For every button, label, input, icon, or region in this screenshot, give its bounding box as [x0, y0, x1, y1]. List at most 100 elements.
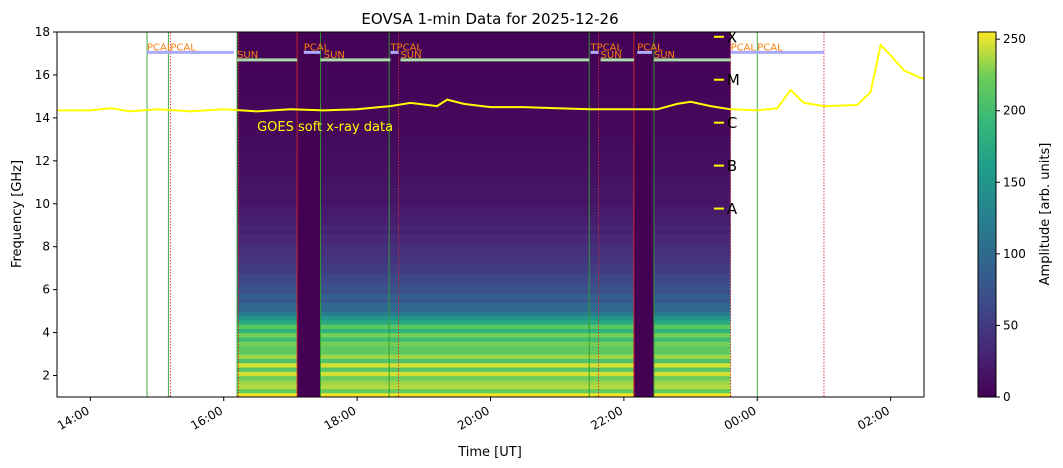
spectrogram-band	[237, 122, 731, 128]
y-tick-label: 2	[42, 369, 50, 383]
spectrogram-band	[237, 173, 731, 179]
spectrogram-band	[237, 293, 731, 299]
spectrogram-band	[237, 263, 731, 269]
y-tick-label: 12	[35, 154, 50, 168]
spectrogram-band	[237, 169, 731, 175]
spectrogram-band	[237, 302, 731, 308]
spectrogram-band	[237, 92, 731, 98]
spectrogram-band	[237, 341, 731, 347]
x-tick-label: 22:00	[588, 403, 625, 432]
y-tick-label: 14	[35, 111, 50, 125]
colorbar-tick-label: 200	[1003, 104, 1026, 118]
spectrogram-band	[237, 66, 731, 72]
spectrogram-band	[237, 285, 731, 291]
blank-interval	[633, 32, 654, 397]
spectrogram-band	[237, 246, 731, 252]
x-tick-label: 14:00	[55, 403, 92, 432]
colorbar-label: Amplitude [arb. units]	[1038, 143, 1053, 286]
spectrogram-band	[237, 324, 731, 329]
scan-label: PCAL	[757, 42, 783, 53]
spectrogram-band	[237, 49, 731, 55]
spectrogram-band	[237, 255, 731, 261]
colorbar-ticks: 0 50 100 150 200 250	[996, 32, 1026, 404]
y-tick-label: 18	[35, 25, 50, 39]
spectrogram-band	[237, 238, 731, 244]
spectrogram-band	[237, 306, 731, 312]
scan-label: PCAL	[304, 42, 330, 53]
spectrogram-band	[237, 190, 731, 196]
spectrogram-band	[237, 126, 731, 132]
colorbar-tick-label: 100	[1003, 247, 1026, 261]
spectrogram-band	[237, 315, 731, 321]
goes-class-label: C	[727, 114, 737, 132]
spectrogram-band	[237, 379, 731, 385]
spectrogram-band	[237, 336, 731, 342]
spectrogram-band	[237, 229, 731, 235]
scan-label: SUN	[324, 50, 345, 61]
scan-label: SUN	[601, 50, 622, 61]
colorbar-tick-label: 250	[1003, 32, 1026, 46]
spectrogram-band	[237, 375, 731, 381]
spectrogram-band	[237, 135, 731, 140]
scan-label: SUN	[654, 50, 675, 61]
spectrogram-band	[237, 388, 731, 394]
spectrogram-band	[237, 311, 731, 317]
spectrogram-band	[237, 354, 731, 359]
spectrogram-band	[237, 289, 731, 295]
goes-overlay	[57, 42, 924, 113]
spectrogram-band	[237, 44, 731, 50]
spectrogram-band	[237, 178, 731, 183]
spectrogram-band	[237, 276, 731, 282]
colorbar-tick-label: 150	[1003, 175, 1026, 189]
goes-class-label: B	[727, 157, 737, 175]
spectrogram-band	[237, 298, 731, 304]
spectrogram-band	[237, 328, 731, 334]
spectrogram-band	[237, 186, 731, 192]
chart-title: EOVSA 1-min Data for 2025-12-26	[361, 10, 618, 28]
spectrogram-band	[237, 268, 731, 274]
spectrogram-band	[237, 182, 731, 188]
spectrogram-band	[237, 79, 731, 85]
scan-bars	[147, 50, 824, 62]
spectrogram-band	[237, 208, 731, 213]
scan-label: TPCAL	[389, 42, 422, 53]
spectrogram-band	[237, 100, 731, 106]
spectrogram-band	[237, 143, 731, 149]
spectrogram-band	[237, 392, 731, 397]
spectrogram-band	[237, 62, 731, 67]
spectrogram-band	[237, 32, 731, 37]
scan-label: PCAL	[637, 42, 663, 53]
spectrogram-band	[237, 87, 731, 93]
spectrogram-band	[237, 259, 731, 265]
spectrogram-band	[237, 105, 731, 110]
colorbar-gradient	[977, 31, 997, 398]
spectrogram-band	[237, 319, 731, 325]
spectrogram-band	[237, 203, 731, 209]
spectrogram-band	[237, 109, 731, 115]
spectrogram-band	[237, 272, 731, 278]
scan-label: PCAL	[170, 42, 196, 53]
scan-markers	[146, 32, 825, 397]
spectrogram-band	[237, 281, 731, 286]
scan-label: SUN	[400, 50, 421, 61]
scan-labels: PCALPCALSUNPCALSUNTPCALSUNTPCALSUNPCALSU…	[147, 42, 783, 61]
spectrogram-band	[237, 195, 731, 201]
spectrogram-band	[237, 251, 731, 256]
x-tick-label: 16:00	[188, 403, 225, 432]
spectrogram-band	[237, 152, 731, 158]
spectrogram-band	[237, 156, 731, 162]
spectrogram-band	[237, 384, 731, 390]
colorbar-tick-label: 0	[1003, 390, 1011, 404]
spectrogram-band	[237, 220, 731, 226]
y-tick-label: 8	[42, 240, 50, 254]
spectrogram-band	[237, 199, 731, 205]
x-tick-label: 20:00	[455, 403, 492, 432]
spectrogram-band	[237, 366, 731, 372]
spectrogram-band	[237, 349, 731, 355]
goes-curve	[57, 42, 924, 113]
spectrogram-band	[237, 139, 731, 145]
y-axis-ticks: 2 4 6 8 10 12 14 16 18	[35, 25, 57, 383]
goes-class-label: X	[727, 28, 737, 46]
spectrogram-band	[237, 216, 731, 222]
spectrogram-band	[237, 130, 731, 136]
